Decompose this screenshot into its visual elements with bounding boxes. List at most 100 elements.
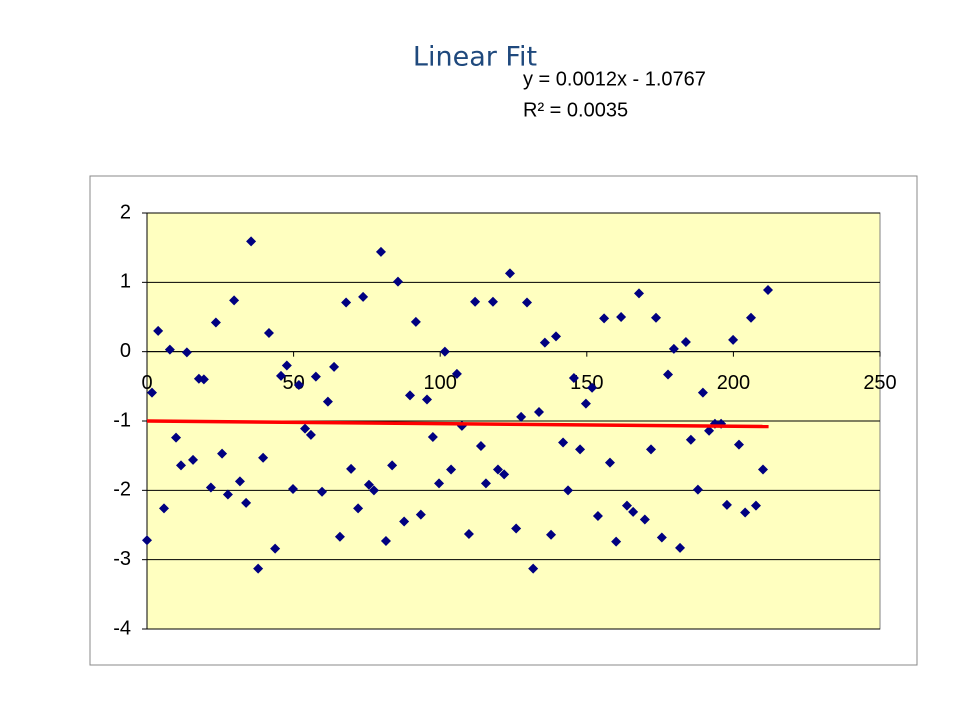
point xyxy=(733,439,744,450)
point xyxy=(728,334,739,345)
point xyxy=(363,479,374,490)
chart-title: Linear Fit xyxy=(413,42,537,73)
point xyxy=(680,336,691,347)
point xyxy=(380,535,391,546)
point xyxy=(293,379,304,390)
point xyxy=(222,489,233,500)
point xyxy=(663,369,674,380)
point xyxy=(563,485,574,496)
y-tick-label: 2 xyxy=(120,201,131,223)
y-tick-label: -4 xyxy=(113,617,131,639)
point xyxy=(692,484,703,495)
point xyxy=(616,312,627,322)
point xyxy=(592,510,603,521)
point xyxy=(621,500,632,511)
point xyxy=(305,429,316,440)
point xyxy=(528,563,539,574)
point xyxy=(521,297,532,308)
point xyxy=(329,361,340,372)
point xyxy=(511,523,522,534)
point xyxy=(427,431,438,442)
point xyxy=(646,444,657,455)
point xyxy=(580,398,591,409)
y-tick-label: -2 xyxy=(113,479,131,501)
point xyxy=(181,347,192,358)
point xyxy=(205,482,216,493)
point xyxy=(310,371,321,382)
point xyxy=(675,542,686,553)
point xyxy=(234,476,245,487)
point xyxy=(317,486,328,497)
y-tick-label: 0 xyxy=(120,340,131,362)
point xyxy=(153,325,164,336)
point xyxy=(142,535,152,546)
point xyxy=(246,236,257,247)
point xyxy=(587,382,598,393)
r-squared: R² = 0.0035 xyxy=(523,99,628,121)
point xyxy=(539,337,550,348)
point xyxy=(164,344,175,355)
point xyxy=(745,312,756,323)
point xyxy=(322,396,333,407)
point xyxy=(288,483,299,494)
point xyxy=(405,390,416,401)
point xyxy=(434,478,445,489)
point xyxy=(704,425,715,436)
x-tick-label: 250 xyxy=(863,372,896,394)
point xyxy=(270,543,281,554)
point xyxy=(656,532,667,543)
point xyxy=(534,406,545,417)
point xyxy=(599,313,610,324)
equation: y = 0.0012x - 1.0767 xyxy=(523,68,706,90)
point xyxy=(258,452,269,463)
point xyxy=(685,434,696,445)
point xyxy=(392,276,403,287)
point xyxy=(387,460,398,471)
x-tick-label: 200 xyxy=(717,372,750,394)
point xyxy=(551,331,562,342)
point xyxy=(176,460,187,471)
point xyxy=(633,288,644,299)
point xyxy=(475,440,486,451)
point xyxy=(439,346,450,357)
point xyxy=(604,457,615,468)
point xyxy=(399,516,410,527)
point xyxy=(446,464,457,475)
point xyxy=(410,316,421,327)
point xyxy=(487,296,498,307)
point xyxy=(492,464,503,475)
trendline xyxy=(146,419,769,429)
point xyxy=(334,531,345,542)
point xyxy=(375,246,386,257)
point xyxy=(558,437,569,448)
point xyxy=(188,454,199,465)
point xyxy=(470,296,481,307)
y-tick-label: 1 xyxy=(120,271,131,293)
point xyxy=(146,387,157,398)
point xyxy=(415,509,426,520)
point xyxy=(575,444,586,455)
point xyxy=(275,370,286,381)
point xyxy=(463,529,474,540)
point xyxy=(159,503,170,514)
point xyxy=(451,368,462,379)
point xyxy=(668,343,679,354)
y-tick-label: -3 xyxy=(113,548,131,570)
point xyxy=(210,317,221,328)
point xyxy=(422,394,433,405)
x-tick-label: 100 xyxy=(424,372,457,394)
point xyxy=(568,373,579,384)
point xyxy=(241,497,252,508)
point xyxy=(198,374,209,385)
point xyxy=(263,327,274,338)
point xyxy=(762,284,773,295)
point xyxy=(740,507,751,518)
point xyxy=(217,448,228,459)
point xyxy=(650,312,661,323)
point xyxy=(300,423,311,434)
x-tick-label: 0 xyxy=(141,372,152,394)
point xyxy=(368,485,379,496)
point xyxy=(697,387,708,398)
